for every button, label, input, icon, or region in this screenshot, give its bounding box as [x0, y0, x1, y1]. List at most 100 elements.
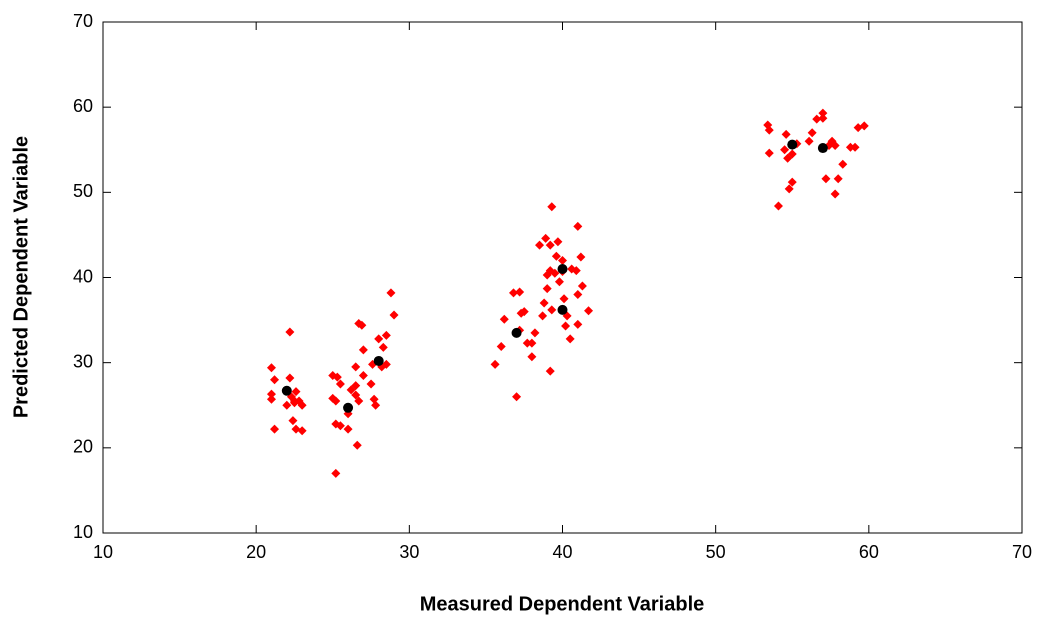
data-point: [551, 251, 561, 261]
data-point: [352, 440, 362, 450]
data-point: [764, 125, 774, 135]
data-point: [371, 400, 381, 410]
data-point: [266, 389, 276, 399]
data-point: [830, 189, 840, 199]
data-point: [787, 177, 797, 187]
data-point: [807, 128, 817, 138]
data-point: [850, 142, 860, 152]
data-point: [584, 306, 594, 316]
data-point: [374, 334, 384, 344]
data-point: [389, 310, 399, 320]
data-point: [542, 284, 552, 294]
data-point: [547, 202, 557, 212]
y-tick-label: 40: [73, 266, 93, 286]
data-point: [351, 381, 361, 391]
data-point: [266, 394, 276, 404]
data-point: [577, 281, 587, 291]
data-point: [818, 108, 828, 118]
data-point: [558, 255, 567, 265]
mean-point: [787, 139, 798, 150]
x-tick-label: 30: [399, 542, 419, 562]
data-point: [554, 277, 564, 287]
mean-point: [557, 304, 568, 315]
data-point: [270, 424, 280, 434]
data-point: [288, 416, 298, 426]
data-point: [764, 148, 774, 158]
data-point: [833, 174, 843, 184]
data-point: [270, 375, 280, 385]
y-tick-label: 70: [73, 11, 93, 31]
data-point: [838, 159, 848, 169]
data-point: [787, 149, 797, 159]
y-tick-label: 60: [73, 96, 93, 116]
mean-point: [343, 402, 354, 413]
data-point: [541, 233, 551, 243]
x-tick-label: 50: [706, 542, 726, 562]
x-tick-label: 10: [93, 542, 113, 562]
x-tick-label: 40: [552, 542, 572, 562]
x-tick-label: 70: [1012, 542, 1032, 562]
data-point: [535, 240, 545, 250]
data-point: [522, 338, 532, 348]
data-point: [490, 359, 500, 369]
data-point: [553, 237, 563, 247]
data-point: [830, 140, 840, 150]
data-point: [381, 330, 391, 340]
data-point: [378, 342, 388, 352]
mean-point: [557, 263, 568, 274]
data-point: [496, 341, 506, 351]
data-point: [282, 400, 292, 410]
data-point: [335, 421, 345, 431]
data-point: [357, 320, 367, 330]
data-point: [859, 121, 869, 131]
y-tick-label: 50: [73, 181, 93, 201]
data-point: [266, 363, 276, 373]
data-point: [812, 114, 822, 124]
data-point: [527, 338, 537, 348]
data-point: [550, 268, 560, 278]
data-point: [335, 379, 345, 389]
data-point: [545, 366, 555, 376]
data-point: [773, 201, 783, 211]
y-tick-label: 10: [73, 522, 93, 542]
data-point: [573, 221, 583, 231]
y-axis-title: Predicted Dependent Variable: [10, 136, 32, 418]
data-point: [780, 145, 790, 155]
y-tick-label: 30: [73, 351, 93, 371]
data-point: [527, 352, 537, 362]
data-point: [297, 400, 307, 410]
mean-point: [373, 355, 384, 366]
data-point: [561, 321, 571, 331]
data-point: [821, 174, 831, 184]
data-point: [512, 392, 522, 402]
data-point: [538, 311, 548, 321]
data-point: [351, 390, 361, 400]
data-point: [343, 424, 353, 434]
data-point: [573, 319, 583, 329]
data-point: [366, 379, 376, 389]
data-point: [784, 184, 794, 194]
data-point: [547, 305, 557, 315]
data-point: [818, 113, 828, 123]
x-tick-label: 20: [246, 542, 266, 562]
data-point: [332, 372, 342, 382]
data-point: [499, 314, 509, 324]
data-point: [285, 373, 295, 383]
mean-point: [817, 143, 828, 154]
data-point: [545, 240, 555, 250]
data-point: [559, 294, 569, 304]
data-point: [351, 362, 361, 372]
data-point: [386, 288, 396, 298]
data-point: [804, 136, 814, 146]
data-point: [358, 345, 368, 355]
data-point: [573, 290, 583, 300]
x-axis-title: Measured Dependent Variable: [420, 593, 705, 615]
data-point: [358, 370, 368, 380]
data-point: [530, 328, 540, 338]
data-point: [291, 387, 301, 397]
data-point: [539, 298, 549, 308]
data-point: [381, 359, 391, 369]
data-point: [508, 288, 518, 298]
